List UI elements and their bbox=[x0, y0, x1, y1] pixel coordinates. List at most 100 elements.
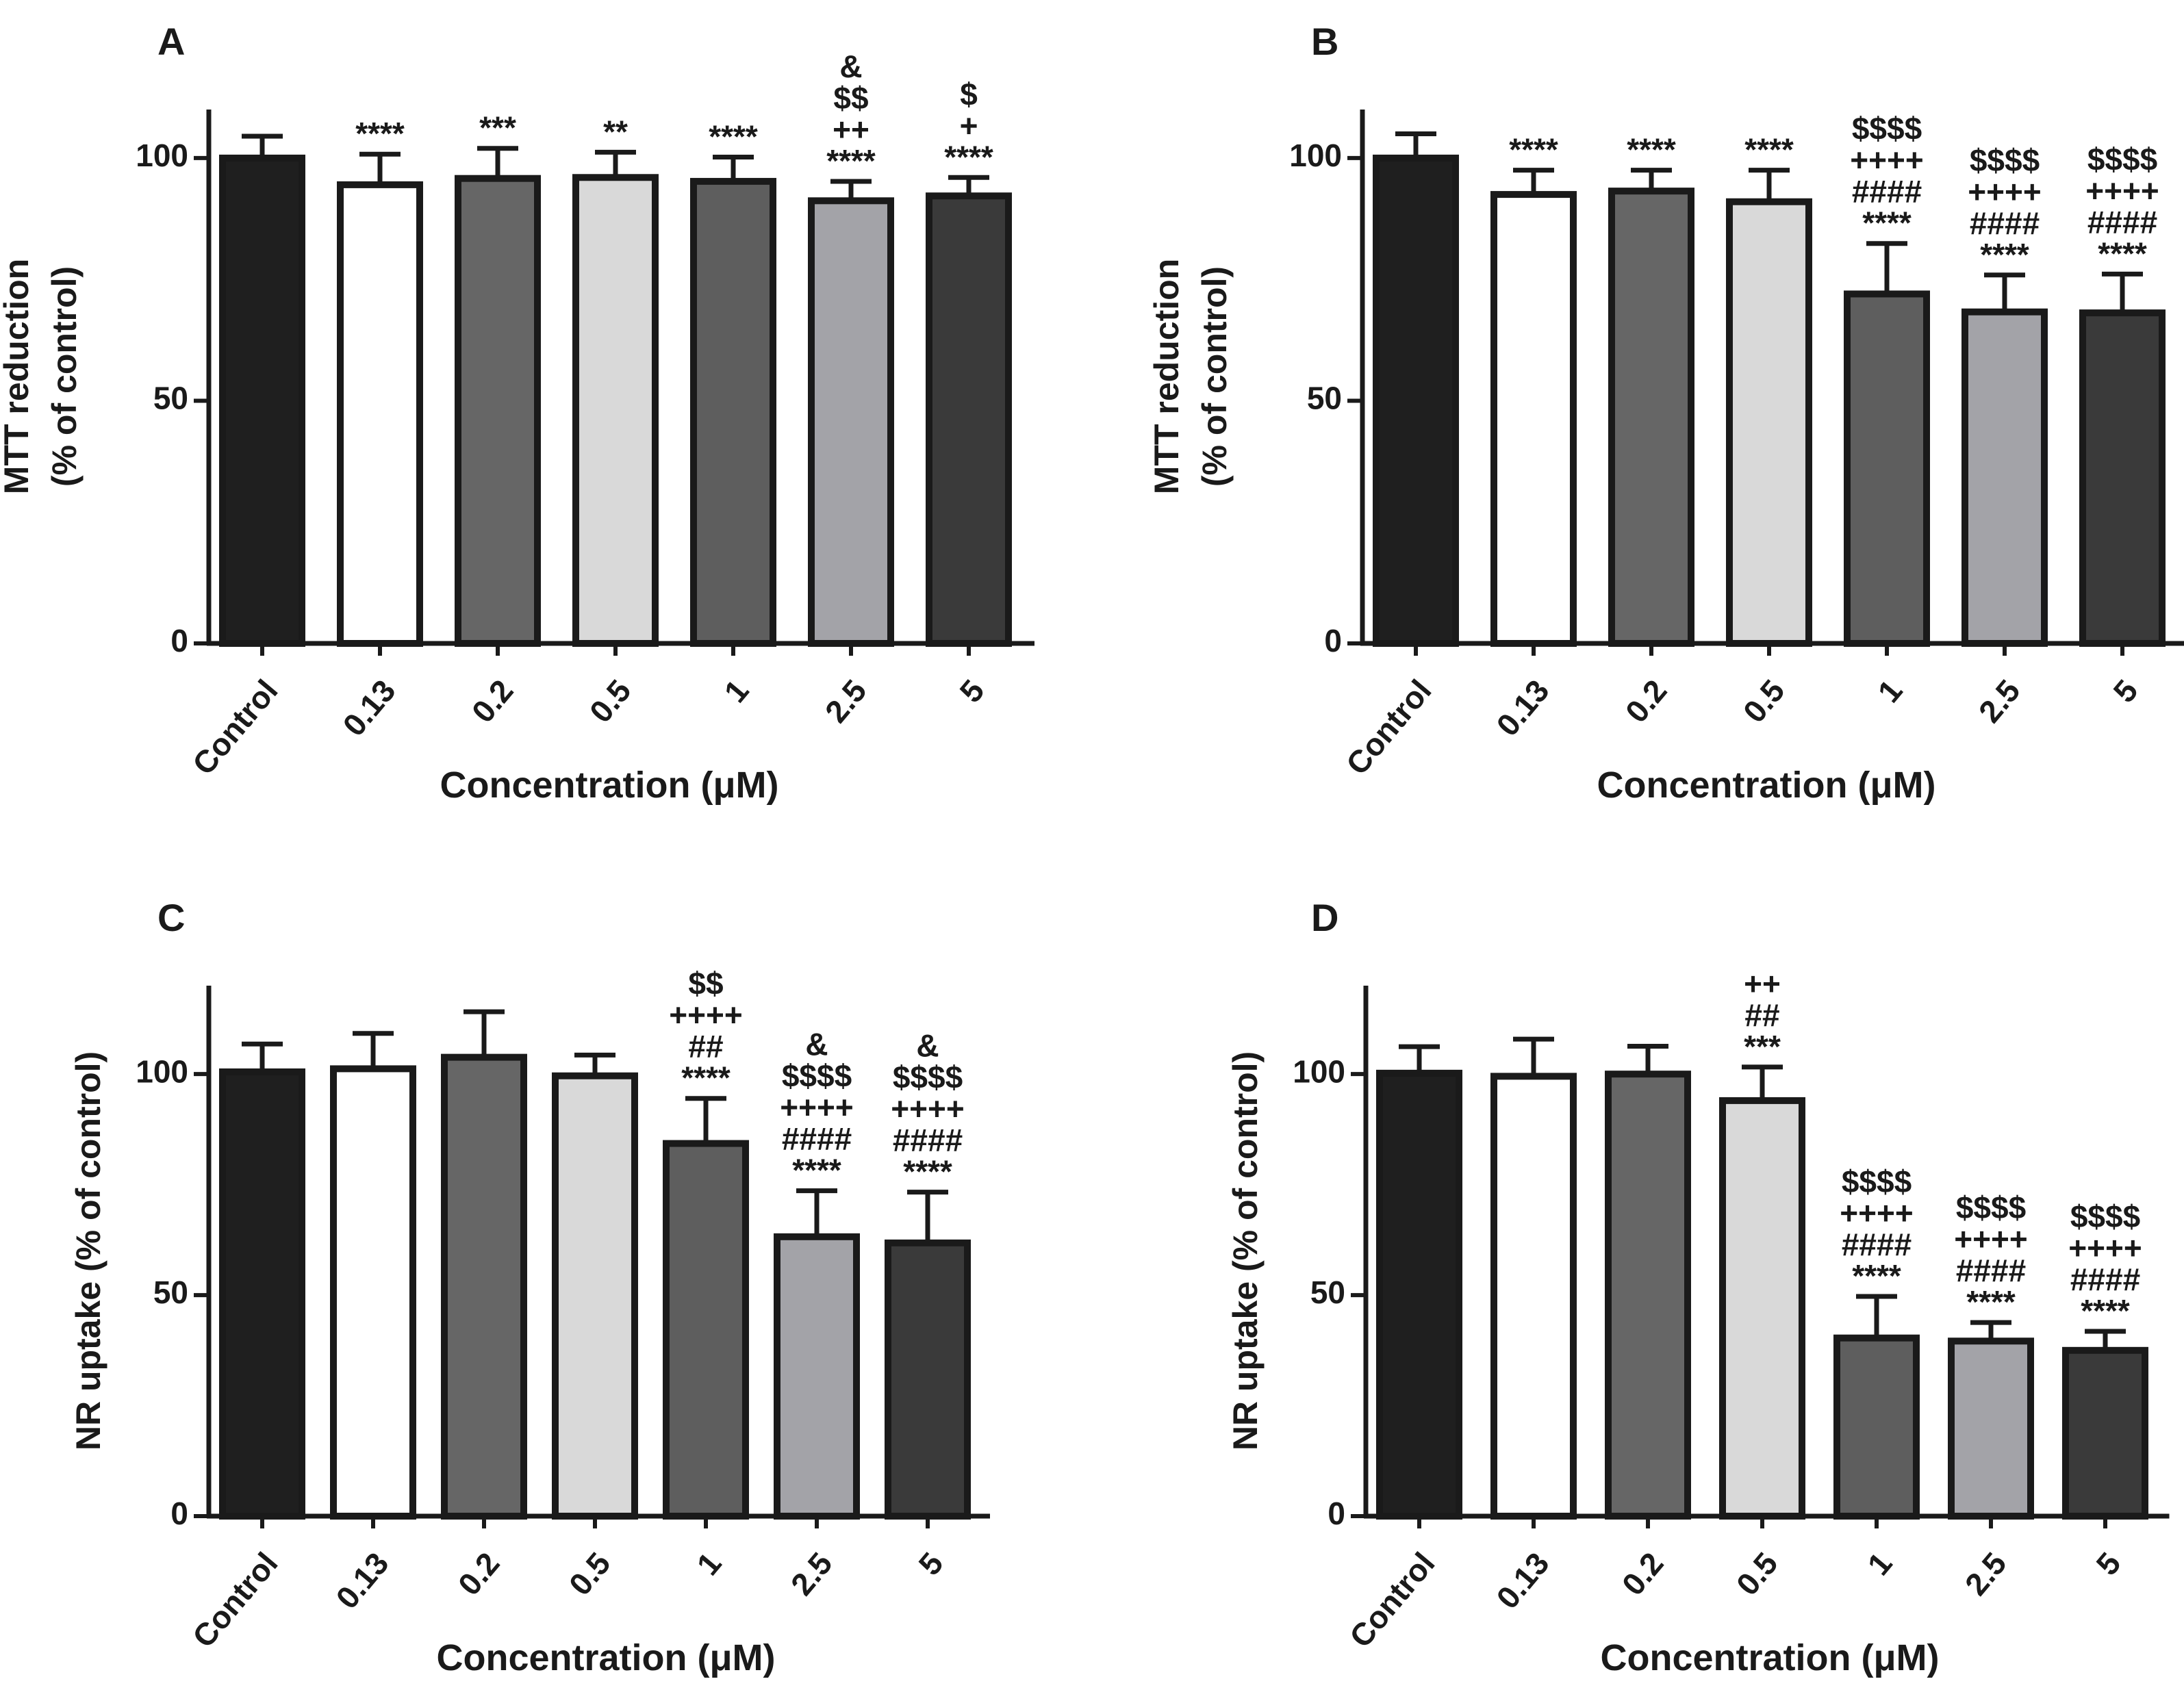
significance-label: **** bbox=[2081, 1293, 2130, 1329]
bar bbox=[926, 192, 1012, 647]
significance-label: ++++ bbox=[1968, 174, 2041, 209]
y-axis-title-line: MTT reduction bbox=[1147, 259, 1186, 494]
panel-label: B bbox=[1311, 20, 1338, 63]
y-axis-title-line: NR uptake (% of control) bbox=[1226, 1051, 1265, 1450]
bar bbox=[552, 1072, 638, 1520]
category-label: 0.13 bbox=[329, 1546, 395, 1615]
significance-label: #### bbox=[2087, 204, 2157, 240]
category-label: 0.2 bbox=[465, 673, 520, 729]
y-axis-title-line: (% of control) bbox=[45, 266, 84, 487]
significance-label: & bbox=[839, 49, 862, 84]
category-label: 2.5 bbox=[818, 673, 874, 729]
bar bbox=[441, 1053, 527, 1520]
panel-label: D bbox=[1311, 896, 1338, 939]
bar bbox=[572, 174, 659, 648]
significance-label: *** bbox=[479, 110, 516, 146]
significance-label: **** bbox=[1852, 1258, 1901, 1294]
category-label: 1 bbox=[689, 1546, 728, 1582]
panel-b: BControl****0.13****0.2****0.5$$$$++++##… bbox=[1147, 20, 2184, 806]
bar bbox=[1948, 1337, 2034, 1520]
category-label: 0.5 bbox=[562, 1546, 618, 1602]
category-label: 0.2 bbox=[451, 1546, 507, 1602]
bar bbox=[2062, 1346, 2148, 1520]
y-tick-label: 50 bbox=[153, 1275, 188, 1310]
y-axis-title: MTT reduction (% of control) bbox=[0, 259, 84, 494]
bar bbox=[1961, 308, 2048, 647]
category-label: Control bbox=[186, 1546, 285, 1654]
significance-label: #### bbox=[893, 1123, 963, 1158]
significance-label: & bbox=[805, 1027, 828, 1062]
significance-label: ## bbox=[688, 1029, 723, 1064]
y-tick-label: 0 bbox=[170, 623, 188, 658]
y-tick-label: 0 bbox=[1328, 1496, 1345, 1531]
significance-label: **** bbox=[944, 139, 993, 175]
category-label: 5 bbox=[2106, 673, 2144, 709]
significance-label: ++++ bbox=[780, 1090, 853, 1125]
category-label: Control bbox=[186, 673, 285, 782]
bar bbox=[808, 197, 894, 647]
category-label: 5 bbox=[911, 1546, 950, 1582]
category-label: 2.5 bbox=[784, 1546, 839, 1602]
significance-label: **** bbox=[1966, 1284, 2016, 1320]
bar bbox=[219, 1068, 305, 1520]
category-label: Control bbox=[1339, 673, 1438, 782]
significance-label: #### bbox=[1852, 174, 1922, 209]
y-axis-title: NR uptake (% of control) bbox=[69, 1051, 107, 1450]
y-axis-title-line: MTT reduction bbox=[0, 259, 36, 494]
y-axis-title-line: NR uptake (% of control) bbox=[69, 1051, 107, 1450]
significance-label: $ bbox=[960, 76, 978, 112]
significance-label: $$$$ bbox=[893, 1060, 963, 1095]
y-tick-label: 50 bbox=[1310, 1275, 1345, 1310]
significance-label: #### bbox=[782, 1121, 852, 1157]
category-label: 2.5 bbox=[1972, 673, 2027, 729]
significance-label: $$ bbox=[833, 80, 868, 116]
y-tick-label: 100 bbox=[1289, 138, 1342, 173]
bar bbox=[885, 1239, 971, 1520]
x-axis-title: Concentration (μM) bbox=[1601, 1637, 1940, 1678]
y-axis-title: MTT reduction (% of control) bbox=[1147, 259, 1234, 494]
category-label: Control bbox=[1343, 1546, 1442, 1654]
bar bbox=[455, 175, 541, 647]
bar bbox=[1373, 154, 1459, 647]
category-label: 2.5 bbox=[1958, 1546, 2014, 1602]
bar bbox=[1490, 191, 1577, 648]
bar bbox=[774, 1233, 860, 1520]
significance-label: ++ bbox=[833, 112, 869, 147]
significance-label: $$$$ bbox=[2087, 141, 2157, 177]
panel-a: AControl****0.13***0.2**0.5****1&$$++***… bbox=[0, 20, 1034, 806]
category-label: 0.5 bbox=[1729, 1546, 1785, 1602]
significance-label: ++++ bbox=[669, 997, 742, 1033]
significance-label: **** bbox=[903, 1154, 952, 1190]
significance-label: #### bbox=[2070, 1262, 2140, 1297]
significance-label: ++ bbox=[1744, 966, 1781, 1001]
significance-label: ++++ bbox=[891, 1091, 964, 1127]
bar bbox=[1833, 1334, 1920, 1520]
y-axis-title-line: (% of control) bbox=[1195, 266, 1234, 487]
category-label: 1 bbox=[1870, 673, 1909, 709]
significance-label: + bbox=[960, 107, 978, 143]
category-label: 1 bbox=[717, 673, 755, 709]
bar bbox=[337, 181, 423, 647]
significance-label: #### bbox=[1842, 1227, 1912, 1262]
significance-label: **** bbox=[1862, 205, 1912, 241]
significance-label: $$ bbox=[688, 966, 723, 1001]
significance-label: **** bbox=[1627, 132, 1676, 168]
x-axis-title: Concentration (μM) bbox=[440, 765, 779, 806]
category-label: 0.13 bbox=[335, 673, 402, 743]
category-label: 0.13 bbox=[1489, 673, 1556, 743]
category-label: 0.2 bbox=[1615, 1546, 1671, 1602]
y-tick-label: 0 bbox=[1324, 623, 1342, 658]
category-label: 5 bbox=[2089, 1546, 2127, 1582]
bar bbox=[330, 1065, 416, 1520]
significance-label: #### bbox=[1970, 205, 2040, 241]
x-axis-title: Concentration (μM) bbox=[437, 1637, 776, 1678]
significance-label: $$$$ bbox=[1842, 1164, 1912, 1199]
bar bbox=[1605, 1071, 1691, 1520]
y-tick-label: 50 bbox=[1307, 381, 1342, 416]
significance-label: **** bbox=[1744, 132, 1794, 168]
significance-label: ++++ bbox=[2085, 172, 2159, 208]
y-tick-label: 100 bbox=[136, 138, 188, 173]
